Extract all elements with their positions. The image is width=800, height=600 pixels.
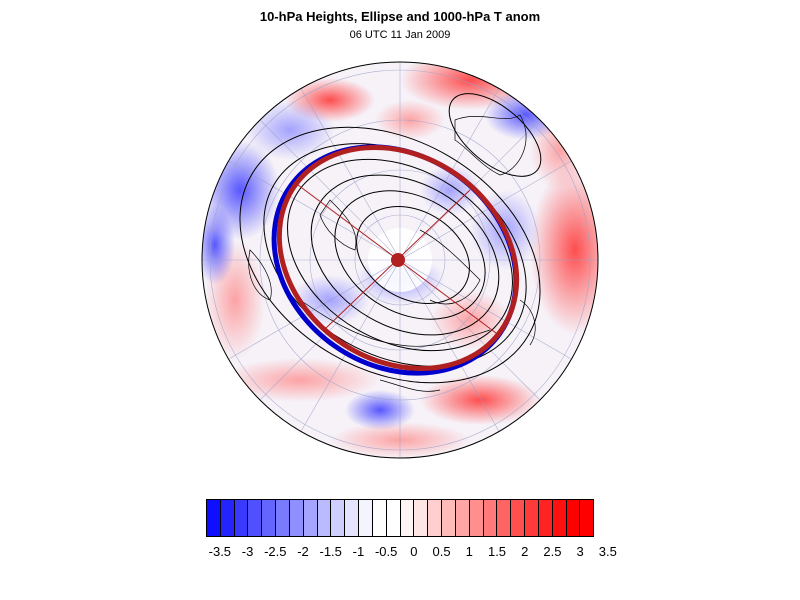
color-scale-tick-label: 2 [521,544,529,559]
color-scale-tick-label: -0.5 [374,544,398,559]
color-scale-tick-label: -2.5 [264,544,287,559]
color-swatch [207,500,221,536]
vortex-ellipse [271,144,520,376]
color-swatch [317,500,332,536]
color-swatch [400,500,415,536]
color-swatch [289,500,304,536]
color-scale-tick-label: 3 [576,544,584,559]
color-swatch [525,500,539,536]
color-scale-tick-label: -1.5 [319,544,342,559]
color-swatch [455,500,470,536]
color-swatch [552,500,567,536]
color-scale-tick-label: -3 [241,544,254,559]
color-scale-tick-label: -1 [352,544,365,559]
color-swatch [483,500,498,536]
color-swatch [372,500,387,536]
color-swatch [511,500,526,536]
color-swatch [345,500,360,536]
color-swatch [303,500,318,536]
height-contours [239,93,542,384]
color-swatch [414,500,429,536]
map-border [201,61,599,459]
color-scale-tick-label: -3.5 [208,544,232,559]
color-scale-tick-label: 3.5 [598,544,617,559]
color-swatch [469,500,484,536]
color-swatch [497,500,512,536]
color-scale-tick-label: 0 [410,544,418,559]
temperature-anomaly-field [202,62,598,458]
color-swatch [386,500,401,536]
color-scale-bar [206,499,594,537]
color-scale-tick-label: 1 [465,544,473,559]
color-swatch [248,500,263,536]
color-swatch [442,500,456,536]
color-scale-tick-label: -2 [297,544,309,559]
color-swatch [580,500,594,536]
color-swatch [331,500,346,536]
chart-title: 10-hPa Heights, Ellipse and 1000-hPa T a… [259,9,541,24]
color-swatch [538,500,553,536]
color-scale-tick-label: 2.5 [543,544,562,559]
chart-subtitle: 06 UTC 11 Jan 2009 [349,29,451,41]
color-swatch [276,500,290,536]
color-swatch [566,500,581,536]
color-scale-tick-label: 0.5 [432,544,451,559]
color-swatch [220,500,235,536]
color-swatch [428,500,443,536]
color-swatch [262,500,277,536]
color-swatch [234,500,249,536]
color-swatch [359,500,373,536]
color-scale-tick-label: 1.5 [487,544,507,559]
